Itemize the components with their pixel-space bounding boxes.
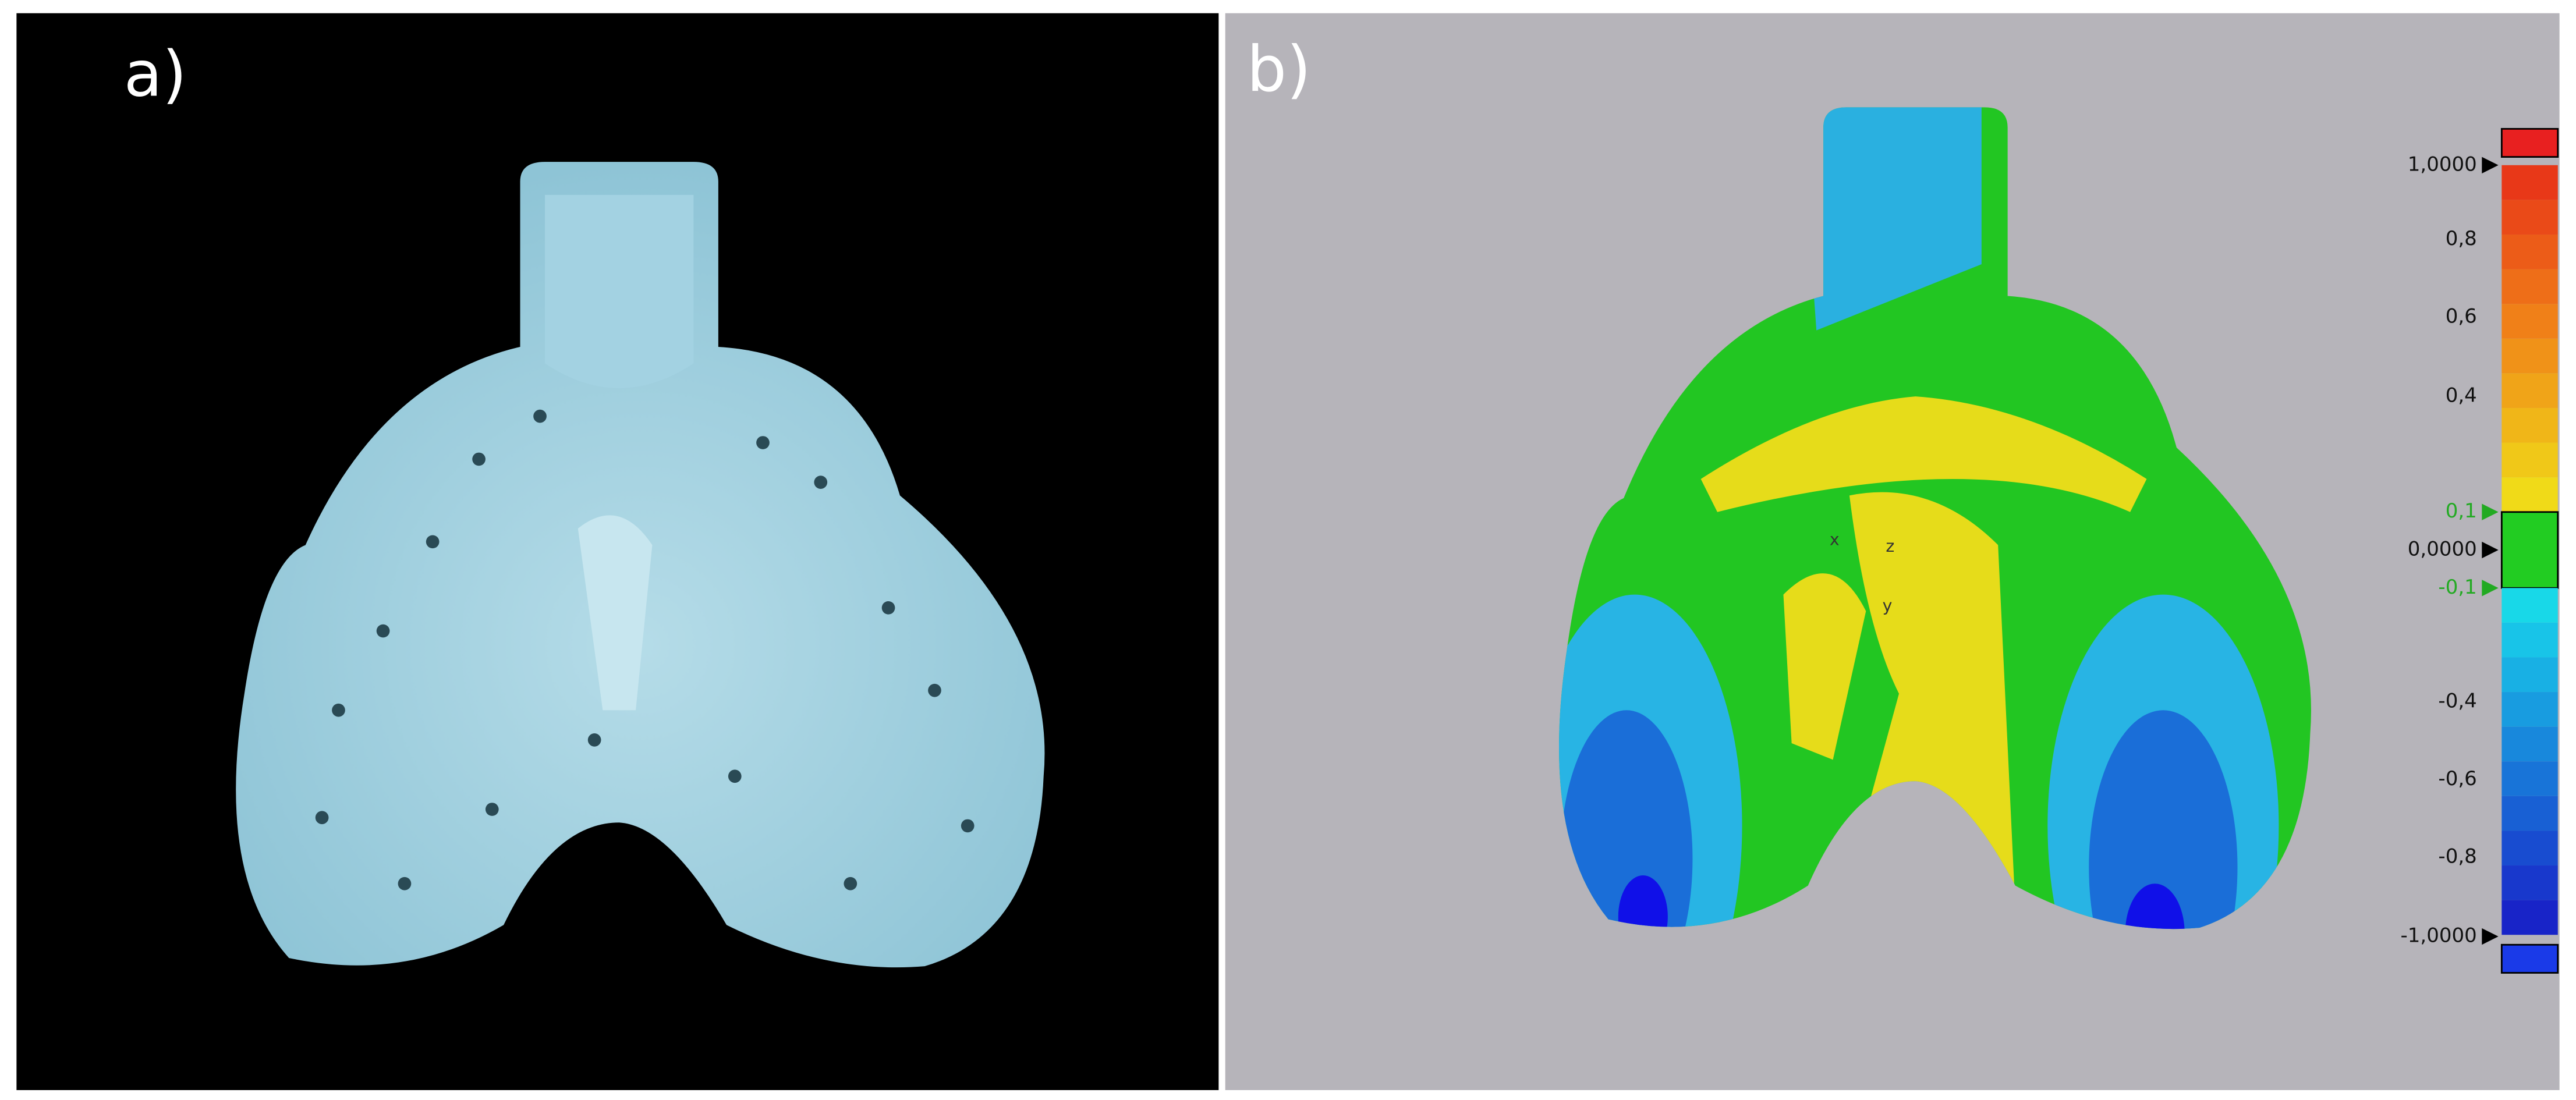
scale-label: 0,1 [2446, 499, 2477, 523]
scale-label: 0,0000 [2408, 537, 2477, 560]
scale-band [2501, 477, 2558, 512]
scale-band [2501, 865, 2558, 900]
scale-label: -0,6 [2438, 767, 2476, 790]
scale-band [2501, 442, 2558, 478]
scale-label: 0,8 [2446, 227, 2477, 250]
scale-marker [2482, 503, 2499, 520]
panel-label: b) [1247, 33, 1311, 106]
palate-ridge [577, 515, 653, 711]
overflow-low [2500, 943, 2559, 974]
axis-label: z [1886, 537, 1894, 556]
scale-marker [2482, 928, 2499, 945]
scale-label: -1,0000 [2400, 924, 2476, 948]
scale-label: 1,0000 [2408, 152, 2477, 176]
scale-label: -0,4 [2438, 690, 2476, 713]
scale-band [2501, 622, 2558, 658]
color-scale: 1,0000 0,8 0,6 0,4 0,1 0,0000 -0,1 -0,4 -0,6 -0,8… [2400, 127, 2559, 974]
scale-band [2501, 200, 2558, 235]
panel-label: a) [124, 38, 187, 111]
scale-label: 0,6 [2446, 304, 2477, 328]
scale-band [2501, 588, 2558, 623]
scale-band [2501, 761, 2558, 796]
overflow-high [2500, 127, 2559, 158]
scale-marker [2482, 580, 2499, 597]
scale-band [2501, 407, 2558, 443]
scale-band [2501, 900, 2558, 935]
handle [545, 194, 694, 388]
scale-band [2501, 234, 2558, 269]
axis-label: x [1830, 530, 1840, 549]
scale-band [2501, 373, 2558, 408]
scale-marker [2482, 541, 2499, 559]
scale-band [2501, 831, 2558, 866]
axis-label: y [1883, 596, 1893, 615]
scale-band [2501, 726, 2558, 762]
scale-band [2500, 511, 2559, 589]
scale-band [2501, 269, 2558, 304]
scale-label: 0,4 [2446, 384, 2477, 407]
scale-band [2501, 657, 2558, 693]
holes [315, 409, 975, 890]
scale-label: -0,1 [2438, 576, 2476, 599]
scale-band [2501, 304, 2558, 339]
scale-label: -0,8 [2438, 844, 2476, 868]
scale-marker [2482, 157, 2499, 173]
scale-band [2501, 165, 2558, 200]
scale-band [2501, 796, 2558, 831]
scale-band [2501, 338, 2558, 374]
scale-band [2501, 692, 2558, 727]
